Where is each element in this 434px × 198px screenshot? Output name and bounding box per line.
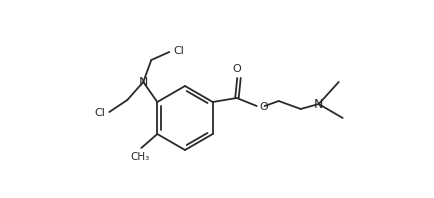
Text: Cl: Cl [173,46,184,56]
Text: Cl: Cl [95,108,105,118]
Text: O: O [260,102,269,112]
Text: CH₃: CH₃ [131,152,150,162]
Text: O: O [232,64,241,74]
Text: N: N [138,75,148,89]
Text: N: N [314,97,323,110]
